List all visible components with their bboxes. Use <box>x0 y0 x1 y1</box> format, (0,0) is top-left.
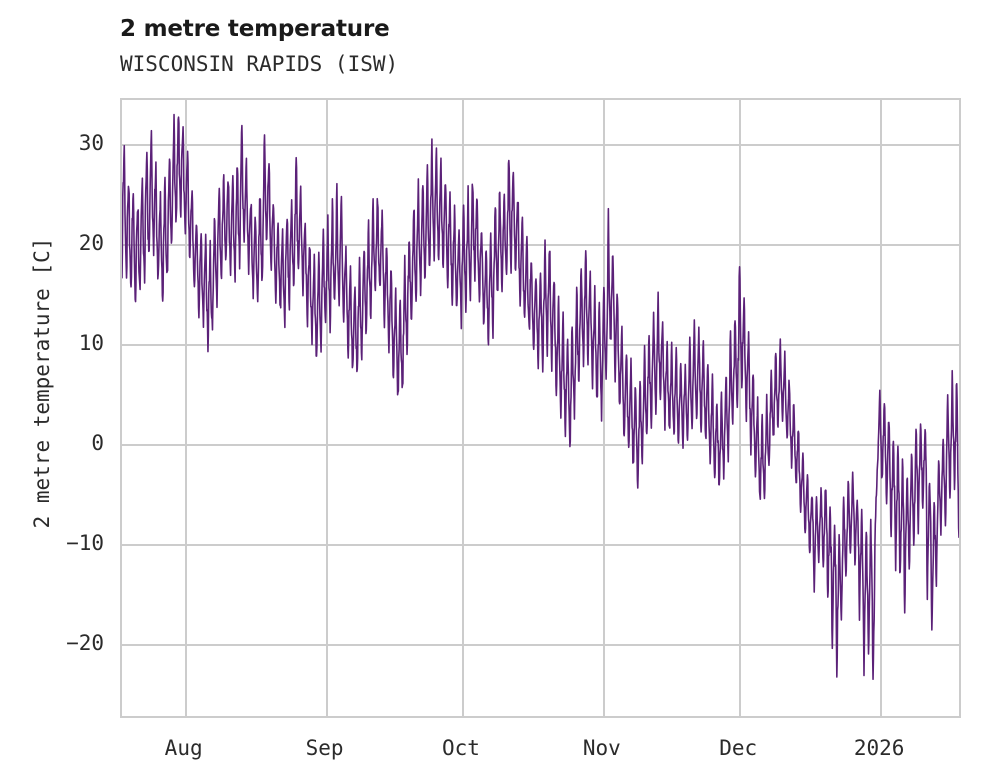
gridline-horizontal <box>122 144 959 146</box>
chart-title: 2 metre temperature <box>120 16 390 42</box>
y-tick-label: 10 <box>78 331 104 355</box>
y-tick-label: 0 <box>91 431 104 455</box>
x-tick-label: Nov <box>582 736 621 760</box>
gridline-horizontal <box>122 344 959 346</box>
gridline-horizontal <box>122 244 959 246</box>
y-tick-label: −20 <box>66 631 104 655</box>
y-tick-label: 20 <box>78 231 104 255</box>
gridline-vertical <box>184 100 187 716</box>
gridline-horizontal <box>122 644 959 646</box>
plot-area <box>120 98 961 718</box>
gridline-horizontal <box>122 544 959 546</box>
y-tick-label: −10 <box>66 531 104 555</box>
x-tick-label: Dec <box>719 736 758 760</box>
x-tick-label: Aug <box>164 736 203 760</box>
chart-subtitle: WISCONSIN RAPIDS (ISW) <box>120 52 399 76</box>
x-tick-label: Sep <box>305 736 344 760</box>
y-axis-label: 2 metre temperature [C] <box>30 237 54 529</box>
y-tick-label: 30 <box>78 131 104 155</box>
gridline-vertical <box>880 100 883 716</box>
gridline-vertical <box>461 100 464 716</box>
x-tick-label: Oct <box>441 736 480 760</box>
gridline-vertical <box>739 100 742 716</box>
gridline-vertical <box>325 100 328 716</box>
gridline-horizontal <box>122 444 959 446</box>
temperature-path <box>122 113 959 681</box>
gridline-vertical <box>602 100 605 716</box>
x-tick-label: 2026 <box>853 736 905 760</box>
series-temperature-line <box>122 113 959 681</box>
